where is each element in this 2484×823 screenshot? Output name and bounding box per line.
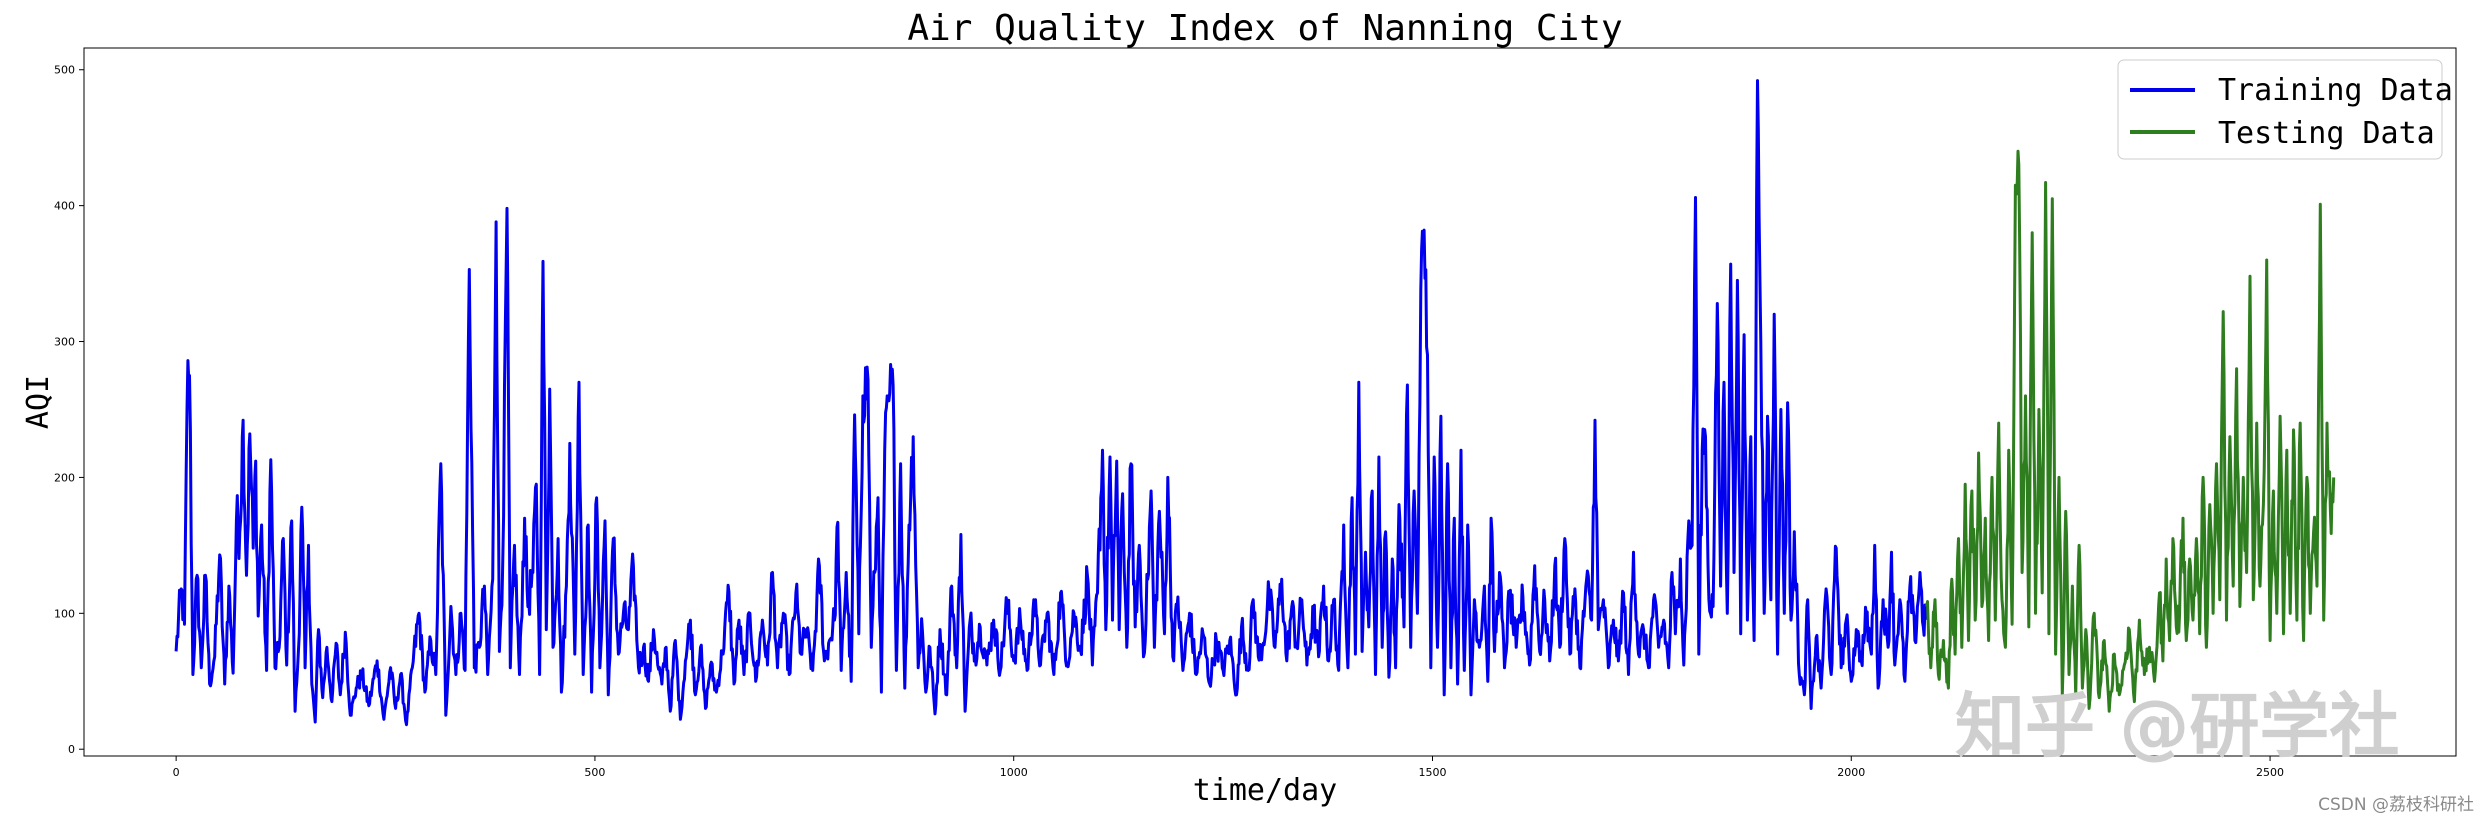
legend-box	[2117, 59, 2443, 160]
y-tick-label: 100	[54, 607, 75, 620]
watermark: 知乎 @研学社	[1955, 685, 2399, 767]
chart-title: Air Quality Index of Nanning City	[907, 8, 1622, 49]
y-axis-label: AQI	[21, 375, 56, 429]
x-axis: 0 500 1000 1500 2000 2500	[173, 756, 2284, 779]
x-tick-label: 2500	[2256, 766, 2284, 779]
x-axis-label: time/day	[1193, 773, 1338, 808]
x-tick-label: 1500	[1418, 766, 1446, 779]
x-tick-label: 1000	[1000, 766, 1028, 779]
series-layer	[174, 79, 2336, 727]
x-tick-label: 2000	[1837, 766, 1865, 779]
source-credit: CSDN @荔枝科研社	[2318, 795, 2474, 815]
legend: Training Data Testing Data	[2117, 59, 2453, 160]
plot-frame	[83, 47, 2457, 757]
x-tick-label: 500	[584, 766, 605, 779]
legend-label-testing: Testing Data	[2218, 116, 2435, 151]
y-tick-label: 0	[68, 743, 75, 756]
series-line-training	[174, 79, 1929, 727]
y-tick-label: 200	[54, 471, 75, 484]
y-axis: 0 100 200 300 400 500	[54, 64, 84, 756]
y-tick-label: 300	[54, 336, 75, 349]
y-tick-label: 400	[54, 200, 75, 213]
y-tick-label: 500	[54, 64, 75, 77]
x-tick-label: 0	[173, 766, 180, 779]
legend-label-training: Training Data	[2218, 73, 2453, 108]
series-line-testing	[1925, 149, 2336, 713]
